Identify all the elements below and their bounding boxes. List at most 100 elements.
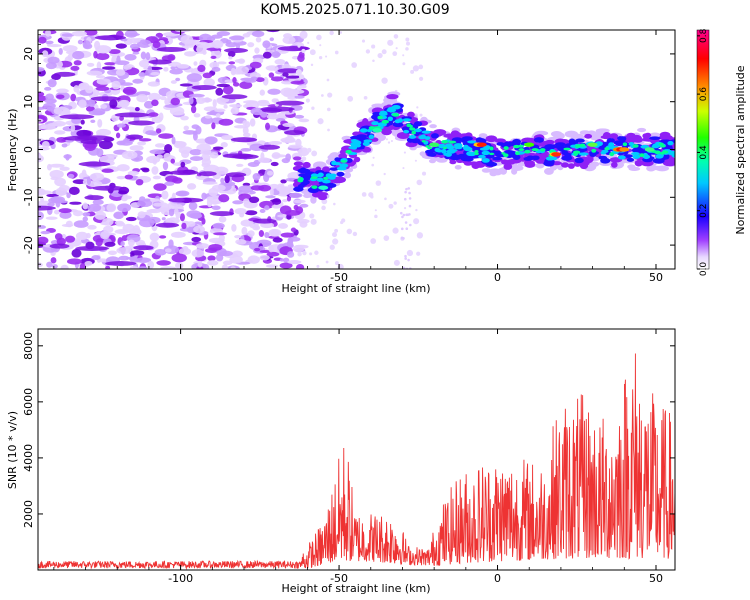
haze-dot — [307, 41, 310, 45]
noise-blob — [232, 200, 244, 205]
noise-blob — [163, 152, 172, 161]
noise-streak — [75, 245, 109, 251]
noise-blob — [254, 221, 259, 230]
noise-blob — [149, 232, 160, 242]
noise-blob — [73, 60, 82, 66]
noise-blob — [114, 220, 124, 225]
signal-blob — [549, 156, 558, 161]
noise-blob — [100, 104, 108, 109]
noise-blob — [280, 179, 287, 184]
noise-blob — [180, 115, 189, 121]
noise-blob — [161, 190, 169, 200]
noise-blob — [197, 260, 203, 268]
noise-blob — [175, 191, 188, 197]
noise-blob — [161, 217, 166, 221]
noise-blob — [41, 140, 50, 149]
noise-blob — [218, 233, 225, 242]
noise-blob — [173, 111, 185, 116]
noise-blob — [104, 241, 116, 247]
noise-blob — [166, 217, 180, 225]
noise-blob — [68, 186, 80, 196]
noise-blob — [254, 247, 261, 252]
noise-blob — [235, 43, 241, 50]
noise-blob — [97, 118, 103, 128]
signal-blob — [413, 121, 423, 127]
haze-dot — [405, 47, 409, 51]
signal-blob — [659, 151, 666, 155]
spectrogram-ytick-label: -20 — [22, 236, 35, 254]
noise-blob — [156, 260, 171, 266]
spectrogram-xtick-label: -50 — [330, 271, 348, 284]
noise-blob — [87, 224, 97, 230]
noise-blob — [50, 257, 57, 264]
noise-blob — [259, 255, 270, 261]
haze-dot — [316, 264, 320, 268]
artifact-dot — [405, 187, 408, 191]
noise-blob — [221, 134, 234, 140]
artifact-dot — [404, 257, 407, 260]
noise-blob — [127, 38, 141, 44]
signal-blob — [617, 155, 626, 160]
noise-blob — [136, 94, 149, 103]
noise-blob — [75, 231, 89, 241]
spectrogram-ylabel: Frequency (Hz) — [6, 109, 19, 192]
noise-blob — [50, 196, 66, 203]
noise-blob — [250, 76, 258, 81]
noise-blob — [201, 158, 212, 166]
noise-blob — [240, 147, 252, 152]
haze-dot — [361, 39, 366, 43]
noise-blob — [96, 78, 111, 85]
noise-blob — [242, 33, 251, 38]
noise-blob — [243, 100, 259, 104]
signal-blob — [392, 112, 400, 117]
noise-blob — [223, 181, 236, 187]
noise-blob — [60, 264, 69, 269]
haze-dot — [418, 76, 424, 81]
signal-blob — [396, 132, 410, 139]
noise-blob — [124, 32, 140, 37]
noise-blob — [101, 66, 116, 70]
noise-blob — [210, 55, 217, 60]
noise-blob — [109, 99, 118, 109]
noise-streak — [127, 120, 155, 126]
noise-blob — [111, 80, 121, 90]
noise-blob — [206, 111, 219, 116]
noise-blob — [193, 61, 198, 66]
haze-dot — [314, 250, 319, 255]
haze-dot — [365, 49, 371, 54]
noise-blob — [214, 166, 229, 175]
signal-blob — [353, 156, 361, 163]
noise-blob — [264, 232, 270, 238]
signal-blob — [470, 151, 476, 156]
noise-blob — [186, 73, 203, 83]
signal-blob — [316, 177, 324, 182]
signal-blob — [659, 131, 671, 138]
noise-blob — [288, 192, 303, 199]
haze-dot — [406, 41, 410, 46]
haze-dot — [296, 85, 302, 91]
noise-blob — [38, 91, 45, 97]
noise-streak — [277, 68, 300, 74]
noise-blob — [100, 231, 110, 240]
signal-blob — [609, 133, 619, 139]
noise-blob — [220, 142, 228, 148]
signal-blob — [613, 140, 624, 146]
noise-blob — [158, 235, 167, 239]
noise-streak — [94, 35, 127, 41]
noise-blob — [247, 42, 255, 48]
noise-blob — [262, 40, 271, 49]
haze-dot — [363, 95, 368, 100]
signal-blob — [450, 130, 460, 137]
signal-blob — [322, 179, 331, 184]
noise-blob — [299, 203, 309, 208]
signal-blob — [481, 158, 490, 163]
signal-blob — [359, 128, 368, 133]
noise-blob — [170, 66, 177, 70]
signal-blob — [387, 107, 395, 112]
noise-blob — [230, 266, 236, 269]
noise-blob — [264, 205, 270, 211]
signal-blob — [293, 186, 304, 192]
noise-streak — [78, 161, 111, 167]
signal-hotspot — [318, 185, 329, 190]
noise-streak — [260, 106, 295, 112]
